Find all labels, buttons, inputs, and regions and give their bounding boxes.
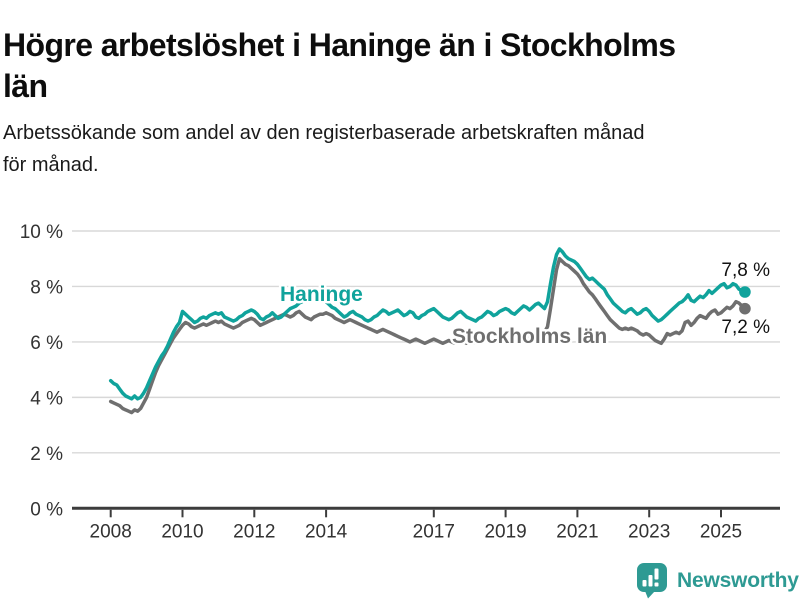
x-tick-label: 2023 (628, 521, 670, 542)
series-line-stockholms-lan (108, 256, 747, 415)
series-end-value-stockholms-lan: 7,2 % (721, 317, 770, 338)
y-tick-label: 8 % (30, 277, 63, 298)
x-tick-label: 2014 (305, 521, 348, 542)
x-tick-label: 2021 (556, 521, 598, 542)
brand-name: Newsworthy (677, 568, 799, 592)
newsworthy-logo: Newsworthy (636, 562, 799, 599)
chart-title-line1: Högre arbetslöshet i Haninge än i Stockh… (3, 27, 676, 64)
chart-subtitle-line2: för månad. (3, 154, 99, 176)
chart-title-line2: län (3, 68, 48, 105)
chart-subtitle: Arbetssökande som andel av den registerb… (3, 117, 793, 181)
x-tick-label: 2012 (233, 521, 275, 542)
y-tick-label: 2 % (30, 444, 63, 465)
y-tick-label: 6 % (30, 333, 63, 354)
series-label-haninge: Haninge (280, 283, 363, 306)
chart-subtitle-line1: Arbetssökande som andel av den registerb… (3, 122, 645, 144)
x-tick-label: 2019 (484, 521, 526, 542)
series-end-dot-haninge (739, 286, 751, 298)
newsworthy-bubble-bar-chart-icon (637, 563, 667, 599)
x-tick-label: 2010 (161, 521, 203, 542)
y-tick-label: 0 % (30, 499, 63, 520)
y-tick-label: 4 % (30, 388, 63, 409)
series-line-haninge (108, 247, 747, 401)
x-tick-label: 2017 (413, 521, 455, 542)
line-chart: 0 % 2 % 4 % 6 % 8 % 10 % 2008 2010 2012 2014 2017 2… (20, 222, 780, 542)
series-label-stockholms-lan: Stockholms län (452, 325, 607, 348)
y-tick-label: 10 % (20, 222, 63, 243)
series-end-value-haninge: 7,8 % (721, 260, 770, 281)
x-tick-label: 2008 (90, 521, 132, 542)
chart-title: Högre arbetslöshet i Haninge än i Stockh… (3, 25, 797, 107)
x-tick-label: 2025 (700, 521, 742, 542)
series-end-dot-stockholms-lan (739, 302, 751, 315)
